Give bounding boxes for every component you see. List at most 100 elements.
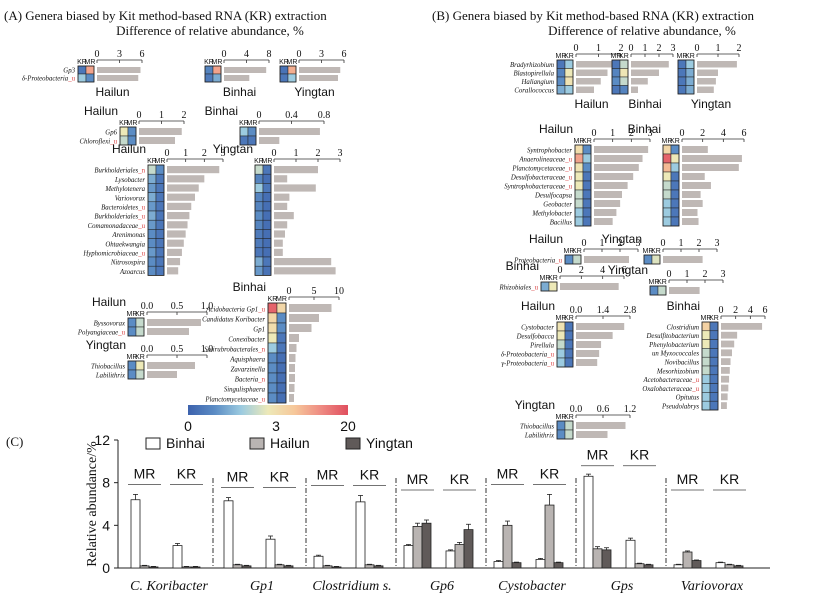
genus-label: Labilithrix — [95, 373, 125, 380]
genus-label: Proteobacteria_u — [513, 258, 562, 265]
heatmap-cell — [147, 164, 157, 175]
bar-mr — [148, 566, 159, 569]
genus-axis-label: Clostridium s. — [312, 579, 391, 594]
genus-label: Burkholderiales_u — [94, 214, 145, 221]
heatmap-cell — [574, 216, 584, 227]
difference-bar — [669, 287, 700, 294]
y-tick-label: 4 — [102, 517, 110, 533]
legend-swatch — [345, 437, 361, 450]
heatmap-cell — [254, 192, 264, 203]
heatmap-cell — [276, 342, 287, 354]
genus-suffix: _u — [564, 175, 572, 182]
heatmap-cell — [212, 65, 222, 75]
column-label: MR — [247, 120, 258, 127]
heatmap-cell — [254, 238, 264, 249]
difference-bar — [682, 155, 742, 162]
heatmap-cell — [662, 162, 672, 173]
heatmap-cell — [239, 126, 249, 137]
heatmap-cell — [155, 256, 165, 267]
difference-bar — [224, 75, 250, 81]
heatmap-cell — [572, 254, 582, 265]
axis-tick-label: 3 — [671, 43, 676, 54]
genus-label: Arenimonas — [111, 232, 145, 239]
axis-tick-label: 1 — [679, 238, 684, 249]
column-label: KR — [619, 53, 629, 60]
axis-tick-label: 4 — [600, 265, 605, 276]
heatmap-cell — [254, 173, 264, 184]
genus-suffix: _u — [564, 166, 572, 173]
panel-b-heading: (B) Genera biased by Kit method-based RN… — [432, 8, 755, 23]
heatmap-cell — [155, 247, 165, 258]
genus-label: Mesorhizobium — [656, 368, 699, 375]
heatmap-cell — [677, 85, 687, 95]
bar-mr — [673, 564, 684, 569]
method-label: MR — [407, 471, 429, 487]
bar-mr — [601, 549, 612, 569]
site-title: Hailun — [92, 295, 126, 309]
heatmap-cell — [77, 65, 87, 75]
axis-tick-label: 2 — [618, 238, 623, 249]
genus-label: Bradyrhizobium — [510, 62, 554, 69]
axis-tick-label: 0 — [661, 238, 666, 249]
genus-label: Variovorax — [115, 195, 145, 202]
axis-tick-label: 6 — [140, 49, 145, 60]
axis-tick-label: 0 — [222, 49, 227, 60]
column-label: MR — [574, 138, 585, 145]
heatmap-cell — [574, 180, 584, 191]
axis-tick-label: 3 — [221, 148, 226, 159]
difference-bar — [697, 78, 716, 85]
heatmap-cell — [262, 256, 272, 267]
legend-label: Binhai — [166, 435, 205, 451]
heatmap-cell — [709, 356, 719, 367]
heatmap-cell — [147, 229, 157, 239]
heatmap-frame — [649, 285, 667, 296]
difference-bar — [259, 128, 320, 135]
heatmap-cell — [582, 207, 592, 218]
bar-kr — [724, 564, 735, 569]
difference-bar — [167, 193, 195, 201]
heatmap-cell — [619, 76, 629, 86]
genus-suffix: _n — [257, 347, 265, 354]
column-label: MR — [677, 53, 688, 60]
heatmap-cell — [254, 247, 264, 258]
genus-axis-label: Cystobacter — [498, 579, 566, 594]
heatmap-cell — [254, 183, 264, 193]
column-label: MR — [287, 59, 298, 66]
heatmap-cell — [564, 357, 574, 368]
method-label: KR — [720, 471, 739, 487]
genus-label: Cystobacter — [521, 325, 554, 332]
axis-tick-label: 0 — [287, 286, 292, 297]
axis-tick-label: 0 — [137, 110, 142, 121]
heatmap-cell — [276, 382, 287, 394]
column-label: MR — [85, 59, 96, 66]
genus-label: Azoarcus — [119, 269, 145, 276]
difference-bar — [576, 359, 598, 366]
difference-bar — [274, 184, 316, 192]
heatmap-cell — [127, 326, 137, 337]
genus-label: Nitrosospira — [110, 260, 146, 267]
heatmap-cell — [556, 420, 566, 431]
difference-bar — [576, 61, 617, 68]
heatmap-frame — [574, 144, 592, 227]
heatmap-cell — [276, 392, 287, 404]
site-title: Hailun — [574, 97, 608, 111]
heatmap-cell — [155, 210, 165, 221]
column-label: KR — [548, 275, 558, 282]
heatmap-cell — [574, 207, 584, 218]
heatmap-cell — [262, 210, 272, 221]
heatmap-cell — [155, 229, 165, 239]
heatmap-cell — [709, 400, 719, 411]
axis-tick-label: 1.0 — [201, 344, 214, 355]
difference-bar — [224, 67, 267, 73]
genus-suffix: _u — [530, 285, 538, 292]
difference-bar — [289, 314, 319, 322]
column-label: KR — [77, 59, 87, 66]
genus-label: Polyangiaceae_u — [77, 330, 126, 337]
heatmap-cell — [556, 85, 566, 95]
